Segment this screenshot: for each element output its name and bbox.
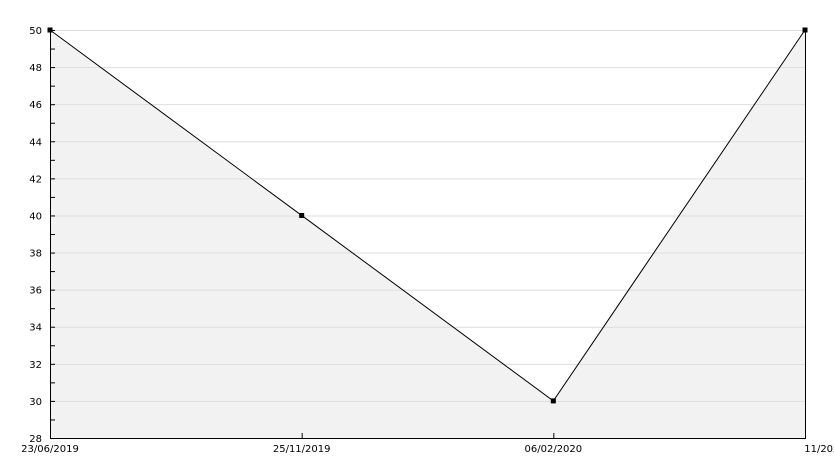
data-point (802, 27, 808, 33)
y-tick-label: 28 (29, 434, 42, 445)
x-tick-label: 11/2025 (804, 444, 834, 455)
y-tick-label: 34 (29, 323, 42, 334)
x-tick-label: 23/06/2019 (21, 444, 79, 455)
series-line (49, 29, 806, 402)
y-tick-label: 36 (29, 286, 42, 297)
y-tick-label: 32 (29, 360, 42, 371)
y-tick-label: 40 (29, 211, 42, 222)
y-tick-label: 42 (29, 174, 42, 185)
x-tick-label: 06/02/2020 (525, 444, 583, 455)
y-tick-label: 44 (29, 137, 42, 148)
y-tick-label: 30 (29, 397, 42, 408)
y-tick-label: 38 (29, 249, 42, 260)
data-point (299, 212, 305, 218)
y-tick-label: 48 (29, 63, 42, 74)
area-fill (50, 30, 805, 438)
data-point (550, 398, 556, 404)
y-tick-label: 46 (29, 100, 42, 111)
x-tick-label: 25/11/2019 (273, 444, 331, 455)
y-tick-label: 50 (29, 26, 42, 37)
data-point (47, 27, 53, 33)
